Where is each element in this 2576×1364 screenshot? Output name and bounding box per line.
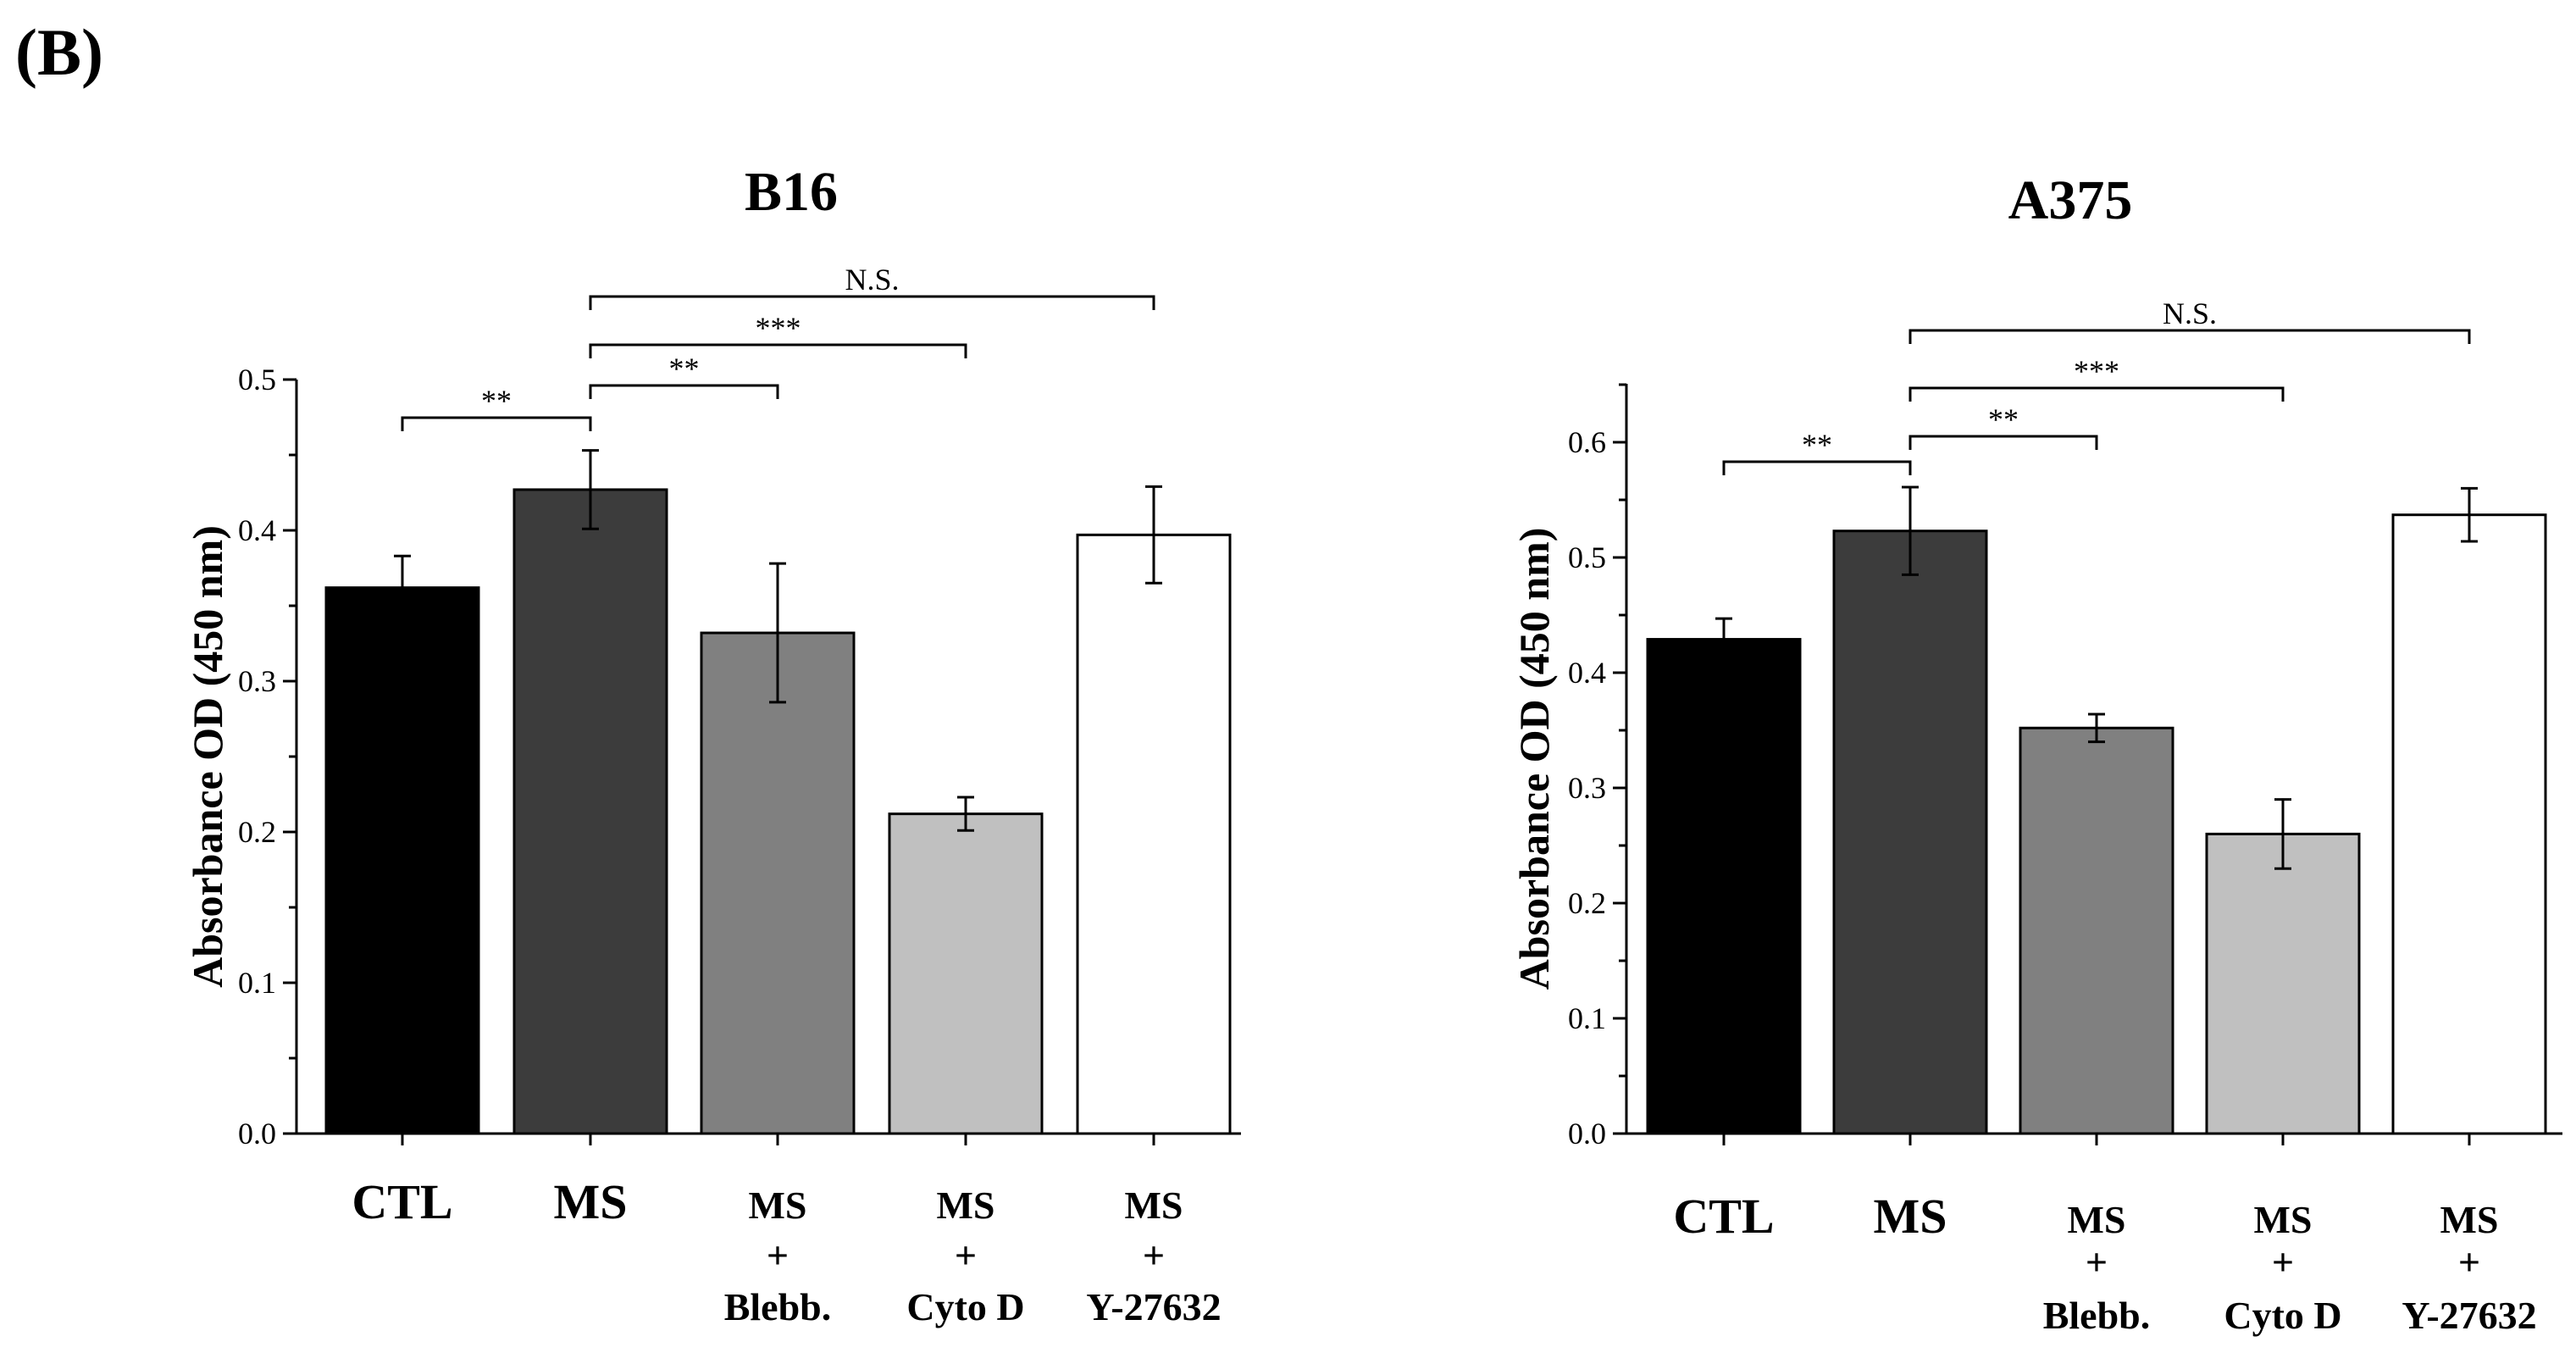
chart1-bar-3 — [2205, 832, 2361, 1135]
chart1-bar-4 — [2391, 513, 2547, 1135]
chart1-category-plus-3: + — [2272, 1240, 2294, 1284]
chart1-category-treatment-4: Y-27632 — [2401, 1294, 2536, 1337]
chart1-ytick-label-3: 0.3 — [1568, 771, 1606, 805]
chart0-sig-bracket-3 — [589, 295, 1155, 310]
chart0-sig-label-0: ** — [481, 384, 512, 418]
chart0-category-treatment-2: Blebb. — [724, 1285, 832, 1328]
chart0-sig-bracket-2 — [589, 343, 967, 358]
chart1-bar-0 — [1646, 638, 1802, 1135]
chart1-category-label-4: MS — [2440, 1198, 2499, 1241]
chart0-ytick-label-2: 0.2 — [238, 815, 276, 849]
chart1-category-label-0: CTL — [1673, 1189, 1774, 1244]
chart0-category-treatment-4: Y-27632 — [1086, 1285, 1221, 1328]
chart1-sig-label-2: *** — [2074, 354, 2119, 388]
chart0-ytick-label-3: 0.3 — [238, 664, 276, 698]
chart0-ylabel: Absorbance OD (450 nm) — [184, 525, 231, 988]
chart1-ytick-label-2: 0.2 — [1568, 886, 1606, 920]
chart-a375: A375 Absorbance OD (450 nm) 0.0 0.1 0.2 0.3 0.… — [1510, 169, 2562, 1337]
chart0-category-plus-2: + — [767, 1234, 789, 1277]
chart0-errorbar-0 — [394, 554, 411, 621]
chart1-ylabel: Absorbance OD (450 nm) — [1510, 528, 1558, 990]
chart1-ytick-label-0: 0.0 — [1568, 1117, 1606, 1151]
chart0-errorbar-3 — [957, 796, 974, 832]
chart0-bar-3 — [888, 812, 1044, 1135]
chart1-sig-label-0: ** — [1802, 428, 1832, 462]
chart1-category-treatment-2: Blebb. — [2043, 1294, 2151, 1337]
chart0-sig-bracket-0 — [401, 416, 592, 431]
chart1-errorbar-1 — [1902, 485, 1919, 576]
chart1-bar-2 — [2019, 726, 2174, 1135]
chart0-title: B16 — [745, 161, 838, 223]
chart0-errorbar-1 — [582, 449, 599, 530]
chart1-title: A375 — [2008, 169, 2133, 231]
chart0-category-label-4: MS — [1125, 1184, 1183, 1227]
chart1-sig-label-1: ** — [1988, 402, 2019, 436]
chart1-category-label-3: MS — [2254, 1198, 2313, 1241]
chart0-category-label-2: MS — [749, 1184, 807, 1227]
chart1-sig-bracket-1 — [1908, 435, 2098, 450]
chart1-category-label-1: MS — [1874, 1189, 1947, 1244]
chart1-sig-bracket-2 — [1908, 386, 2285, 402]
chart0-category-label-1: MS — [554, 1174, 628, 1229]
chart-b16: B16 Absorbance OD (450 nm) 0.0 0.1 0.2 0.3 0.4… — [184, 161, 1241, 1328]
chart0-category-treatment-3: Cyto D — [906, 1285, 1024, 1328]
chart0-sig-label-3: N.S. — [845, 263, 899, 297]
chart0-bar-4 — [1076, 533, 1232, 1135]
chart1-category-plus-4: + — [2458, 1240, 2480, 1284]
chart0-category-label-3: MS — [937, 1184, 995, 1227]
chart1-errorbar-0 — [1715, 617, 1732, 662]
chart1-bar-1 — [1832, 530, 1988, 1135]
chart1-errorbar-4 — [2461, 486, 2478, 543]
panel-label: (B) — [15, 15, 103, 89]
chart0-ytick-label-1: 0.1 — [238, 966, 276, 1000]
chart0-bar-0 — [324, 586, 480, 1135]
chart1-category-plus-2: + — [2086, 1240, 2108, 1284]
chart1-sig-bracket-3 — [1908, 329, 2471, 344]
chart1-category-treatment-3: Cyto D — [2224, 1294, 2341, 1337]
chart1-category-label-2: MS — [2068, 1198, 2126, 1241]
chart1-sig-label-3: N.S. — [2163, 297, 2217, 330]
chart0-ytick-label-4: 0.4 — [238, 513, 276, 547]
chart1-ytick-label-4: 0.4 — [1568, 656, 1606, 690]
chart0-sig-label-2: *** — [756, 311, 801, 345]
chart0-category-label-0: CTL — [352, 1174, 452, 1229]
chart0-ytick-label-5: 0.5 — [238, 363, 276, 396]
chart0-category-plus-3: + — [955, 1234, 977, 1277]
chart0-bar-1 — [512, 488, 668, 1135]
chart0-errorbar-4 — [1145, 485, 1162, 585]
chart1-sig-bracket-0 — [1722, 460, 1912, 475]
chart0-category-plus-4: + — [1143, 1234, 1165, 1277]
chart0-sig-label-1: ** — [669, 352, 700, 385]
chart0-ytick-label-0: 0.0 — [238, 1117, 276, 1151]
chart0-sig-bracket-1 — [589, 384, 779, 399]
chart1-ytick-label-5: 0.5 — [1568, 541, 1606, 574]
chart1-errorbar-3 — [2274, 798, 2291, 870]
chart0-errorbar-2 — [769, 562, 786, 704]
chart1-ytick-label-1: 0.1 — [1568, 1001, 1606, 1035]
chart1-errorbar-2 — [2088, 712, 2105, 744]
chart0-bar-2 — [700, 631, 856, 1135]
chart1-ytick-label-6: 0.6 — [1568, 425, 1606, 459]
